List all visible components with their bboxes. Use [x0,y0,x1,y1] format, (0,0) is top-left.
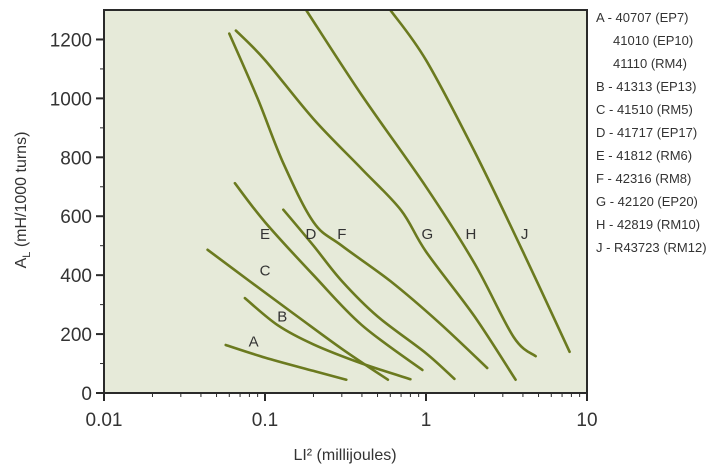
legend-entry: G - 42120 (EP20) [596,194,698,209]
series-line-f [228,32,489,370]
legend-entry: F - 42316 (RM8) [596,171,691,186]
curve-label-f: F [337,226,346,243]
legend-entry: E - 41812 (RM6) [596,148,692,163]
curve-label-g: G [422,226,434,243]
curve-label-h: H [465,226,476,243]
legend-entry: D - 41717 (EP17) [596,125,697,140]
x-tick-label: 1 [421,410,432,431]
curve-label-b: B [277,308,287,325]
series-line-j [389,10,571,354]
y-axis: 0 200 400 600 800 1000 1200 [50,30,104,405]
legend-entry: B - 41313 (EP13) [596,79,696,94]
y-axis-label: AL (mH/1000 turns) [13,132,33,269]
y-tick-label: 200 [60,325,92,346]
y-tick-label: 800 [60,148,92,169]
series-line-c [206,248,390,381]
x-axis: 0.01 0.1 1 10 [86,393,598,431]
x-tick-label: 0.01 [86,410,123,431]
curves-group [206,10,571,381]
series-line-a [224,343,348,381]
legend-entry: J - R43723 (RM12) [596,240,707,255]
curve-label-a: A [249,333,259,350]
series-line-e [233,181,424,372]
y-tick-label: 1000 [50,89,92,110]
y-axis-label-main: A [13,257,30,268]
series-line-h [304,10,537,358]
y-axis-label-sub: L [21,252,33,258]
curve-label-e: E [260,226,270,243]
legend-entry: A - 40707 (EP7) [596,10,689,25]
plot-area [104,10,587,393]
series-line-g [234,29,517,381]
y-axis-label-rest: (mH/1000 turns) [13,132,30,252]
x-tick-label: 0.1 [252,410,278,431]
y-tick-label: 600 [60,207,92,228]
curve-label-d: D [306,226,317,243]
legend-entry: 41010 (EP10) [613,33,693,48]
curve-label-j: J [521,226,529,243]
series-line-b [243,296,412,381]
plot-frame [103,9,588,394]
y-tick-label: 1200 [50,30,92,51]
series-line-d [282,208,456,381]
y-tick-label: 0 [81,384,92,405]
legend-entry: C - 41510 (RM5) [596,102,693,117]
curve-labels-group: A B C D E F G H J [249,226,529,351]
x-axis-label: LI² (millijoules) [293,447,396,464]
curve-label-c: C [260,263,271,280]
x-tick-label: 10 [576,410,597,431]
legend: A - 40707 (EP7) 41010 (EP10) 41110 (RM4) B … [596,10,707,255]
legend-entry: 41110 (RM4) [613,56,687,71]
legend-entry: H - 42819 (RM10) [596,217,700,232]
y-tick-label: 400 [60,266,92,287]
